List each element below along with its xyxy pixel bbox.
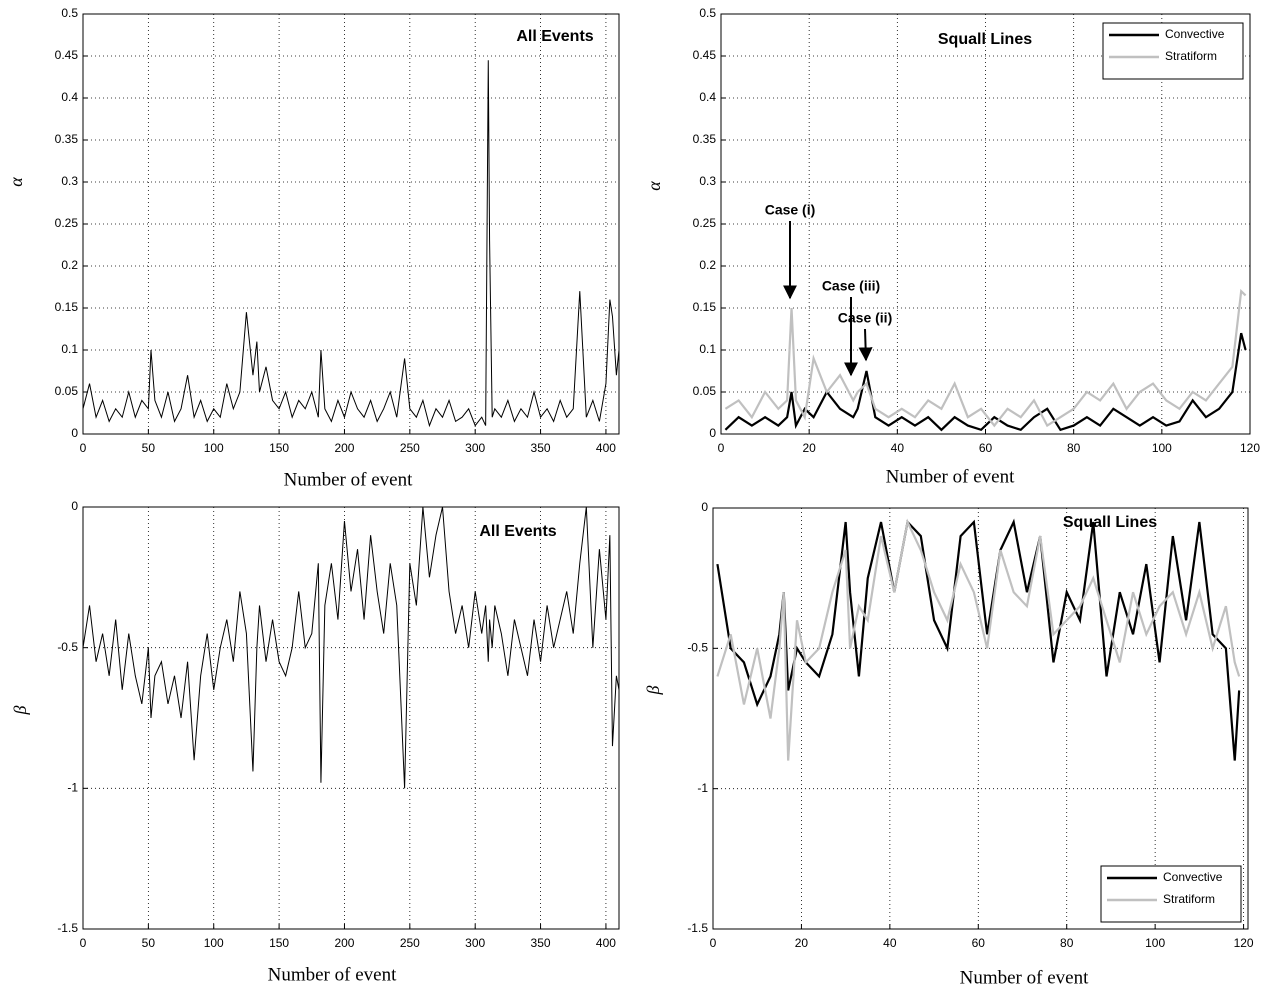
x-tick-label: 60 bbox=[972, 936, 986, 950]
legend-label: Convective bbox=[1163, 870, 1223, 884]
y-tick-label: -1 bbox=[697, 781, 708, 795]
x-axis-label: Number of event bbox=[284, 469, 413, 490]
legend-label: Convective bbox=[1165, 27, 1225, 41]
y-tick-label: 0.5 bbox=[61, 6, 78, 20]
data-line bbox=[716, 518, 1241, 761]
y-tick-label: 0 bbox=[71, 426, 78, 440]
y-tick-label: 0.05 bbox=[693, 384, 717, 398]
y-tick-label: 0.15 bbox=[693, 300, 717, 314]
x-tick-label: 300 bbox=[465, 936, 485, 950]
x-tick-label: 80 bbox=[1067, 441, 1081, 455]
x-tick-label: 60 bbox=[979, 441, 993, 455]
x-axis-label: Number of event bbox=[886, 466, 1015, 487]
x-tick-label: 80 bbox=[1060, 936, 1074, 950]
x-tick-label: 20 bbox=[795, 936, 809, 950]
x-tick-label: 120 bbox=[1234, 936, 1254, 950]
x-tick-label: 200 bbox=[334, 441, 354, 455]
x-tick-label: 100 bbox=[1152, 441, 1172, 455]
x-tick-label: 250 bbox=[400, 936, 420, 950]
x-tick-label: 100 bbox=[1145, 936, 1165, 950]
x-tick-label: 50 bbox=[142, 441, 156, 455]
panel-title: Squall Lines bbox=[938, 31, 1032, 48]
x-tick-label: 350 bbox=[531, 936, 551, 950]
x-tick-label: 200 bbox=[334, 936, 354, 950]
y-tick-label: 0.25 bbox=[55, 216, 79, 230]
legend-box bbox=[1102, 22, 1244, 80]
y-tick-label: 0.45 bbox=[693, 48, 717, 62]
y-tick-label: -1.5 bbox=[57, 921, 78, 935]
y-tick-label: 0.05 bbox=[55, 384, 79, 398]
y-tick-label: 0 bbox=[701, 500, 708, 514]
x-axis-label: Number of event bbox=[268, 964, 397, 985]
y-tick-label: 0.1 bbox=[61, 342, 78, 356]
panel-title: All Events bbox=[479, 523, 556, 540]
y-axis-label: β bbox=[10, 705, 30, 715]
y-tick-label: -1 bbox=[67, 781, 78, 795]
y-tick-label: -1.5 bbox=[687, 921, 708, 935]
annotation: Case (i) bbox=[765, 202, 816, 218]
annotation-arrow bbox=[858, 328, 873, 362]
data-line bbox=[82, 60, 620, 428]
x-tick-label: 0 bbox=[710, 936, 717, 950]
y-tick-label: 0.3 bbox=[61, 174, 78, 188]
x-tick-label: 100 bbox=[204, 441, 224, 455]
data-line bbox=[724, 288, 1247, 428]
x-tick-label: 400 bbox=[596, 441, 616, 455]
y-tick-label: 0 bbox=[709, 426, 716, 440]
panel-title: All Events bbox=[516, 28, 593, 45]
x-tick-label: 0 bbox=[80, 936, 87, 950]
x-tick-label: 400 bbox=[596, 936, 616, 950]
y-tick-label: 0.1 bbox=[699, 342, 716, 356]
data-line bbox=[716, 518, 1241, 761]
x-tick-label: 150 bbox=[269, 936, 289, 950]
y-tick-label: 0.3 bbox=[699, 174, 716, 188]
y-tick-label: 0 bbox=[71, 499, 78, 513]
plot-frame bbox=[712, 507, 1249, 930]
x-tick-label: 0 bbox=[80, 441, 87, 455]
x-axis-label: Number of event bbox=[960, 967, 1089, 988]
annotation: Case (iii) bbox=[822, 278, 880, 294]
y-tick-label: 0.2 bbox=[699, 258, 716, 272]
annotation: Case (ii) bbox=[838, 310, 892, 326]
x-tick-label: 120 bbox=[1240, 441, 1260, 455]
x-tick-label: 100 bbox=[204, 936, 224, 950]
legend-label: Stratiform bbox=[1163, 892, 1215, 906]
y-tick-label: 0.25 bbox=[693, 216, 717, 230]
y-tick-label: 0.4 bbox=[61, 90, 78, 104]
y-tick-label: 0.2 bbox=[61, 258, 78, 272]
y-tick-label: -0.5 bbox=[57, 640, 78, 654]
plot-frame bbox=[82, 13, 620, 435]
y-tick-label: 0.5 bbox=[699, 6, 716, 20]
y-tick-label: 0.35 bbox=[693, 132, 717, 146]
y-tick-label: -0.5 bbox=[687, 641, 708, 655]
x-tick-label: 50 bbox=[142, 936, 156, 950]
y-tick-label: 0.45 bbox=[55, 48, 79, 62]
x-tick-label: 300 bbox=[465, 441, 485, 455]
x-tick-label: 40 bbox=[883, 936, 897, 950]
plot-frame bbox=[82, 506, 620, 930]
x-tick-label: 0 bbox=[718, 441, 725, 455]
y-tick-label: 0.15 bbox=[55, 300, 79, 314]
y-axis-label: α bbox=[6, 177, 26, 187]
y-tick-label: 0.35 bbox=[55, 132, 79, 146]
legend-label: Stratiform bbox=[1165, 49, 1217, 63]
data-line bbox=[82, 506, 620, 789]
plot-frame bbox=[720, 13, 1251, 435]
x-tick-label: 350 bbox=[531, 441, 551, 455]
y-axis-label: β bbox=[643, 685, 663, 695]
y-tick-label: 0.4 bbox=[699, 90, 716, 104]
panel-title: Squall Lines bbox=[1063, 514, 1157, 531]
x-tick-label: 40 bbox=[891, 441, 905, 455]
data-line bbox=[724, 332, 1247, 432]
y-axis-label: α bbox=[644, 181, 664, 191]
x-tick-label: 250 bbox=[400, 441, 420, 455]
x-tick-label: 150 bbox=[269, 441, 289, 455]
legend-box bbox=[1100, 865, 1242, 923]
x-tick-label: 20 bbox=[802, 441, 816, 455]
